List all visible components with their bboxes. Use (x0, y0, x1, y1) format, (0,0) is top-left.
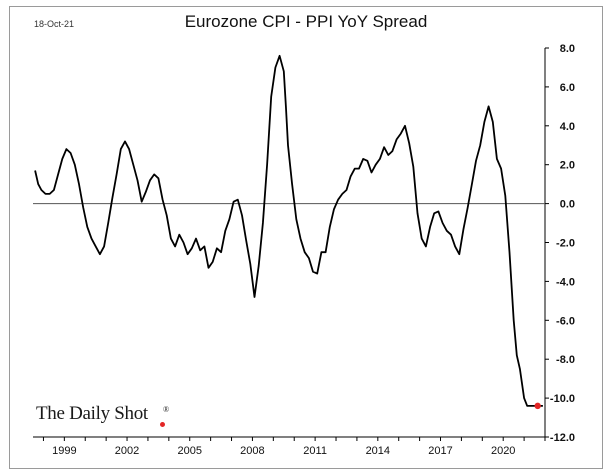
last-point-marker (534, 402, 541, 410)
y-tick-label: -4.0 (556, 276, 575, 288)
y-tick-label: -10.0 (550, 393, 575, 405)
logo-dot (160, 422, 165, 427)
y-tick-label: -2.0 (556, 238, 575, 250)
x-tick-label: 2002 (115, 445, 139, 457)
registered-mark: ® (163, 405, 170, 414)
x-tick-label: 2014 (366, 445, 390, 457)
date-label: 18-Oct-21 (34, 19, 75, 29)
y-tick-label: 6.0 (560, 82, 575, 94)
y-tick-label: 2.0 (560, 160, 575, 172)
x-tick-label: 2017 (428, 445, 452, 457)
x-tick-label: 2008 (240, 445, 264, 457)
y-tick-label: 4.0 (560, 121, 575, 133)
y-tick-label: -6.0 (556, 315, 575, 327)
y-tick-label: 0.0 (560, 199, 575, 211)
y-tick-label: -12.0 (550, 432, 575, 444)
series-line (34, 54, 543, 407)
y-tick-label: 8.0 (560, 43, 575, 55)
x-tick-label: 1999 (52, 445, 76, 457)
x-axis: 1999 2002 2005 2008 2011 2014 2017 2020 (33, 436, 546, 457)
x-tick-label: 2011 (303, 445, 327, 457)
y-tick-label: -8.0 (556, 354, 575, 366)
chart-frame (9, 6, 603, 469)
chart-title: Eurozone CPI - PPI YoY Spread (184, 12, 428, 31)
x-tick-label: 2020 (491, 445, 515, 457)
x-tick-label: 2005 (177, 445, 201, 457)
daily-shot-logo: The Daily Shot (36, 403, 148, 424)
y-axis: 8.0 6.0 4.0 2.0 0.0 -2.0 -4.0 -6.0 -8.0 -10.0 -12.… (544, 43, 575, 444)
